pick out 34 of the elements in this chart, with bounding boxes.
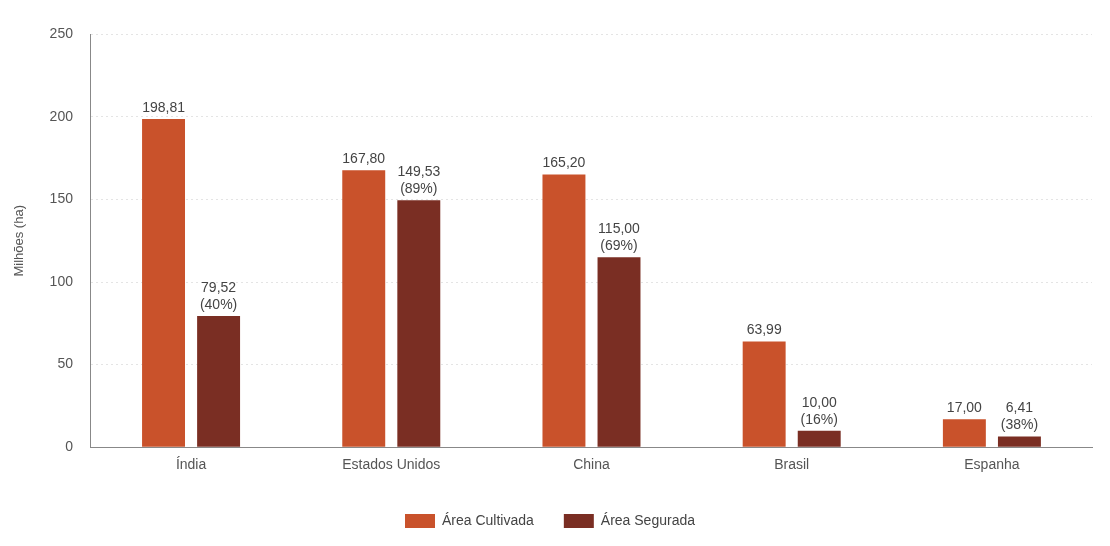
data-label: 79,52 (40%) — [199, 278, 238, 312]
y-tick-label: 100 — [49, 272, 74, 289]
data-label: 149,53 (89%) — [397, 163, 441, 197]
data-label: 10,00 (16%) — [800, 393, 838, 427]
x-tick-label: Espanha — [964, 456, 1020, 473]
data-label: 17,00 — [946, 398, 983, 415]
data-label: 115,00 (69%) — [598, 220, 641, 254]
y-tick-label: 50 — [57, 355, 74, 372]
data-label: 6,41 (38%) — [1000, 399, 1039, 433]
bar — [397, 200, 441, 447]
bar — [942, 419, 986, 447]
bar — [597, 257, 641, 447]
legend-label: Área Segurada — [600, 511, 696, 528]
y-tick-label: 250 — [49, 25, 74, 42]
bar — [742, 341, 786, 447]
bar — [142, 118, 186, 447]
data-label: 63,99 — [746, 321, 782, 338]
y-tick-label: 200 — [49, 107, 74, 124]
data-label: 165,20 — [542, 154, 586, 171]
y-tick-label: 0 — [65, 438, 74, 455]
y-axis-title: Milhões (ha) — [11, 205, 27, 277]
x-tick-label: Brasil — [774, 456, 810, 473]
legend-label: Área Cultivada — [442, 511, 535, 528]
bar — [997, 436, 1041, 447]
x-tick-label: Estados Unidos — [342, 456, 441, 473]
x-tick-label: Índia — [175, 456, 207, 473]
bar — [342, 170, 386, 447]
bar — [542, 174, 586, 447]
data-label: 167,80 — [342, 149, 386, 166]
data-label: 198,81 — [142, 98, 186, 115]
bar — [797, 430, 841, 447]
bar — [197, 315, 241, 447]
x-tick-label: China — [573, 456, 610, 473]
y-tick-label: 150 — [49, 190, 74, 207]
